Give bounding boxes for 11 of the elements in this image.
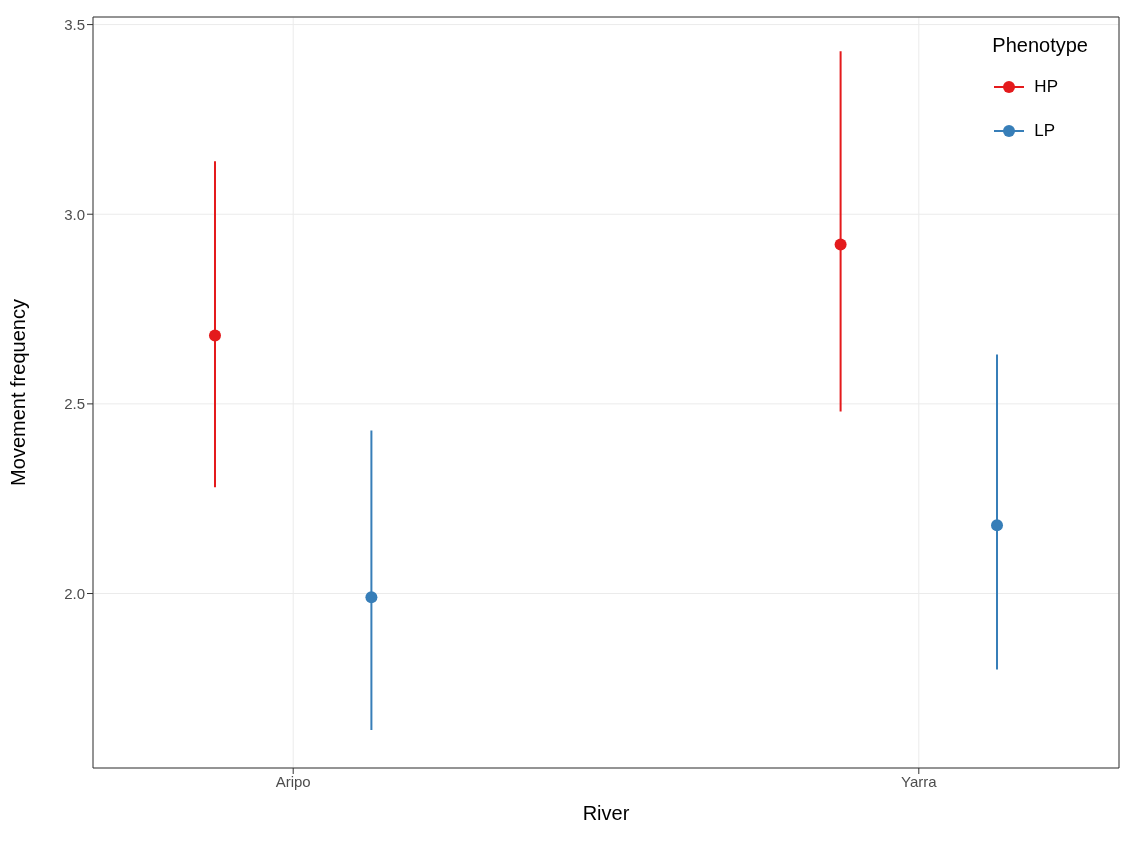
legend-label: LP — [1034, 121, 1056, 141]
y-tick-label: 2.0 — [64, 584, 85, 602]
y-tick-label: 3.0 — [64, 205, 85, 223]
y-tick-label: 3.5 — [64, 15, 85, 33]
legend-label: HP — [1034, 77, 1058, 97]
x-axis-title: River — [582, 802, 630, 824]
y-axis-title: Movement frequency — [7, 299, 30, 486]
y-tick-label: 2.5 — [64, 395, 85, 413]
x-tick-label: Yarra — [901, 772, 938, 790]
x-tick-label: Aripo — [275, 772, 311, 790]
legend-title: Phenotype — [992, 34, 1088, 57]
